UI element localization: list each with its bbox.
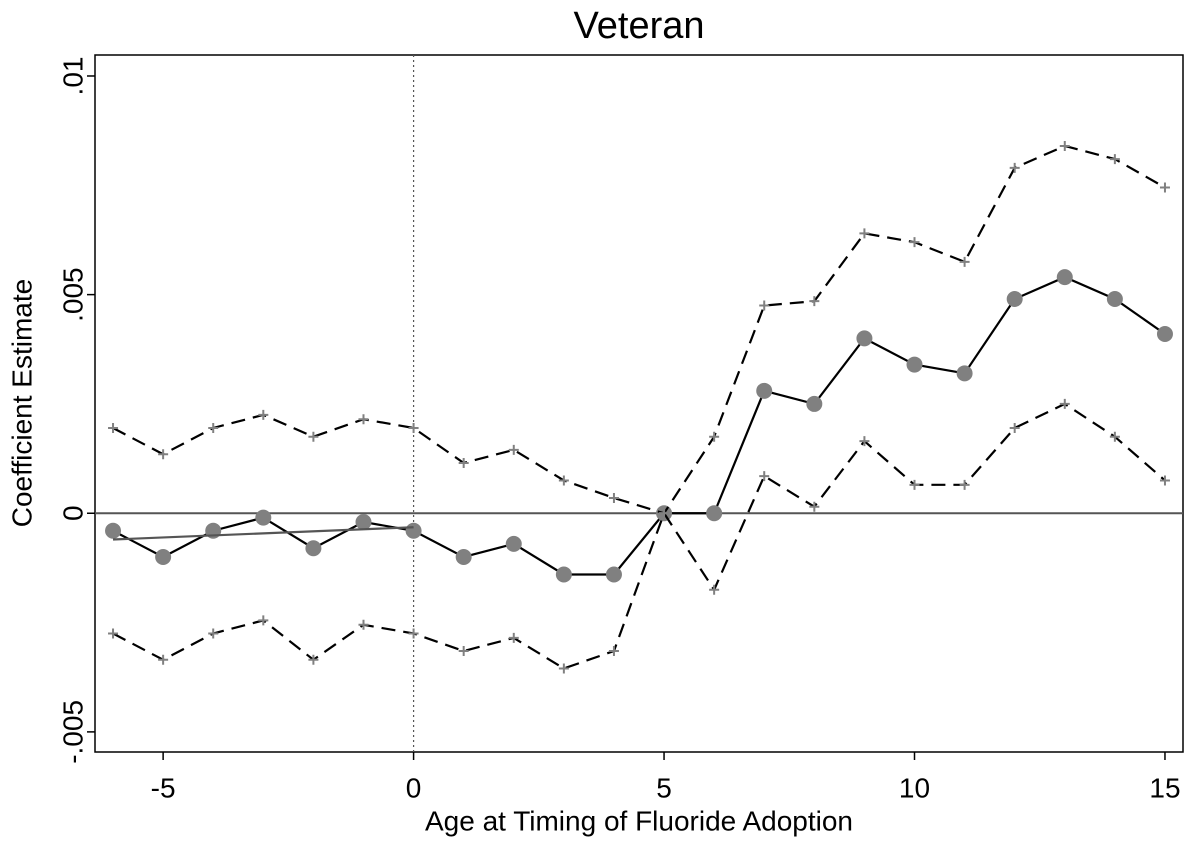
marker xyxy=(956,365,973,382)
marker xyxy=(1006,290,1023,307)
marker xyxy=(558,475,569,486)
marker xyxy=(906,356,923,373)
marker xyxy=(1009,162,1020,173)
marker xyxy=(709,584,720,595)
x-tick-label: 10 xyxy=(899,772,930,803)
marker xyxy=(458,645,469,656)
marker xyxy=(605,566,622,583)
marker xyxy=(809,296,820,307)
y-tick-label: -.005 xyxy=(57,700,88,764)
marker xyxy=(358,619,369,630)
marker xyxy=(608,645,619,656)
x-tick-label: 0 xyxy=(406,772,422,803)
marker xyxy=(709,431,720,442)
marker xyxy=(155,548,172,565)
marker xyxy=(759,471,770,482)
marker xyxy=(959,479,970,490)
marker xyxy=(1109,154,1120,165)
y-tick-label: 0 xyxy=(57,505,88,521)
marker xyxy=(659,508,670,519)
marker xyxy=(458,457,469,468)
marker xyxy=(1156,325,1173,342)
marker xyxy=(505,535,522,552)
chart-title: Veteran xyxy=(574,5,705,47)
marker xyxy=(208,422,219,433)
marker xyxy=(608,492,619,503)
x-axis-label: Age at Timing of Fluoride Adoption xyxy=(425,805,853,836)
marker xyxy=(408,628,419,639)
marker xyxy=(909,479,920,490)
y-axis-label: Coefficient Estimate xyxy=(6,279,37,528)
y-tick-label: .01 xyxy=(57,57,88,96)
marker xyxy=(455,548,472,565)
marker xyxy=(959,256,970,267)
marker xyxy=(1059,398,1070,409)
marker xyxy=(108,422,119,433)
marker xyxy=(756,382,773,399)
marker xyxy=(308,654,319,665)
marker xyxy=(856,330,873,347)
marker xyxy=(508,444,519,455)
marker xyxy=(1009,422,1020,433)
marker xyxy=(255,509,272,526)
series-line xyxy=(112,526,414,541)
marker xyxy=(706,505,723,522)
marker xyxy=(355,513,372,530)
marker xyxy=(1106,290,1123,307)
series-line xyxy=(112,402,1166,670)
marker xyxy=(809,501,820,512)
x-tick-label: -5 xyxy=(151,772,176,803)
marker xyxy=(759,300,770,311)
marker xyxy=(859,436,870,447)
marker xyxy=(108,628,119,639)
marker xyxy=(358,414,369,425)
marker xyxy=(308,431,319,442)
marker xyxy=(558,663,569,674)
marker xyxy=(405,522,422,539)
marker xyxy=(258,409,269,420)
marker xyxy=(508,632,519,643)
marker xyxy=(408,422,419,433)
marker xyxy=(555,566,572,583)
x-tick-label: 15 xyxy=(1149,772,1180,803)
marker xyxy=(806,395,823,412)
marker xyxy=(909,237,920,248)
marker xyxy=(1059,140,1070,151)
marker xyxy=(1159,475,1170,486)
marker xyxy=(1159,182,1170,193)
marker xyxy=(105,522,122,539)
marker xyxy=(158,654,169,665)
x-tick-label: 5 xyxy=(656,772,672,803)
marker xyxy=(1056,269,1073,286)
plot-frame xyxy=(94,54,1184,753)
marker xyxy=(1109,431,1120,442)
series-line xyxy=(112,144,1166,515)
marker xyxy=(305,540,322,557)
marker xyxy=(859,228,870,239)
marker xyxy=(208,628,219,639)
marker xyxy=(258,615,269,626)
marker xyxy=(158,449,169,460)
y-tick-label: .005 xyxy=(57,267,88,322)
